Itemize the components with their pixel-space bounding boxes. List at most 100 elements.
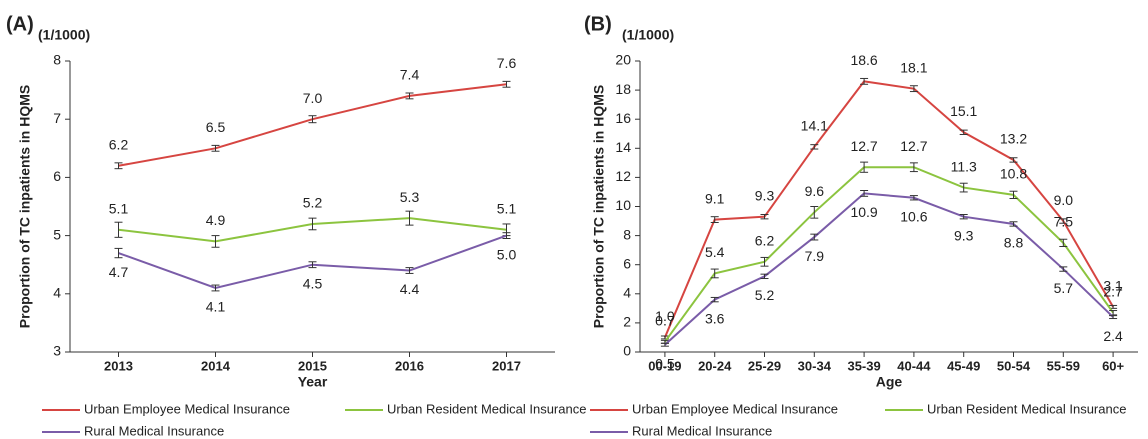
legend-label: Urban Employee Medical Insurance [84, 401, 290, 416]
x-tick-label: 45-49 [947, 358, 980, 373]
legend-label: Rural Medical Insurance [632, 423, 772, 438]
data-label: 3.6 [705, 310, 725, 326]
data-label: 2.4 [1103, 328, 1123, 344]
error-bar [1009, 157, 1018, 163]
error-bar [860, 77, 869, 85]
error-bar [710, 268, 719, 279]
error-bar [760, 273, 769, 280]
data-label: 14.1 [801, 118, 828, 134]
data-label: 12.7 [850, 138, 877, 154]
data-label: 7.9 [805, 248, 825, 264]
data-label: 0.7 [655, 313, 675, 329]
data-label: 4.1 [206, 299, 226, 315]
x-axis-label: Year [298, 374, 328, 390]
data-label: 11.3 [951, 158, 977, 174]
error-bar [909, 85, 918, 93]
error-bar [114, 247, 123, 259]
data-label: 7.0 [303, 90, 323, 106]
x-tick-label: 60+ [1102, 358, 1124, 373]
unit-label: (1/1000) [622, 27, 674, 43]
x-tick-label: 2014 [201, 358, 231, 373]
data-label: 5.0 [497, 246, 517, 262]
data-label: 4.9 [206, 212, 226, 228]
y-tick-label: 7 [53, 110, 61, 126]
x-axis-label: Age [876, 374, 903, 390]
y-tick-label: 3 [53, 343, 61, 359]
data-label: 18.1 [900, 59, 927, 75]
data-label: 6.2 [109, 136, 129, 152]
error-bar [114, 221, 123, 238]
data-label: 9.3 [954, 227, 974, 243]
y-axis-label: Proportion of TC inpatients in HQMS [591, 85, 607, 328]
series-line [664, 192, 1114, 346]
error-bar [959, 214, 968, 220]
error-bar [710, 216, 719, 224]
x-tick-label: 40-44 [897, 358, 931, 373]
data-label: 3.1 [1103, 278, 1123, 294]
data-label: 10.8 [1000, 166, 1027, 182]
data-label: 13.2 [1000, 131, 1027, 147]
data-label: 6.2 [755, 232, 775, 248]
data-label: 2.7 [1103, 283, 1123, 299]
error-bar [810, 206, 819, 219]
error-bar [502, 80, 511, 88]
error-bar [405, 210, 414, 226]
data-label: 5.2 [303, 195, 323, 211]
x-tick-label: 25-29 [748, 358, 781, 373]
data-label: 5.1 [497, 200, 517, 216]
y-tick-label: 4 [53, 285, 61, 301]
data-label: 0.5 [655, 355, 675, 371]
data-label: 1.0 [655, 308, 675, 324]
error-bar [211, 284, 220, 292]
x-tick-label: 2013 [104, 358, 133, 373]
data-label: 15.1 [950, 103, 977, 119]
data-label: 4.5 [303, 275, 323, 291]
error-bar [909, 162, 918, 173]
error-bar [660, 342, 669, 347]
data-label: 7.5 [1054, 214, 1074, 230]
y-tick-label: 0 [623, 343, 631, 359]
data-label: 8.8 [1004, 235, 1024, 251]
error-bar [1109, 315, 1118, 320]
y-tick-label: 6 [623, 255, 631, 271]
error-bar [1009, 190, 1018, 199]
x-tick-label: 2017 [492, 358, 521, 373]
x-tick-label: 50-54 [997, 358, 1031, 373]
data-label: 10.9 [850, 204, 877, 220]
error-bar [909, 195, 918, 201]
error-bar [308, 261, 317, 269]
data-label: 7.4 [400, 67, 420, 83]
error-bar [502, 232, 511, 240]
data-label: 4.7 [109, 264, 129, 280]
data-label: 9.3 [755, 187, 775, 203]
y-tick-label: 6 [53, 168, 61, 184]
error-bar [959, 129, 968, 135]
error-bar [308, 115, 317, 124]
error-bar [405, 92, 414, 100]
y-tick-label: 8 [53, 52, 61, 68]
legend-label: Urban Resident Medical Insurance [387, 401, 586, 416]
x-tick-label: 00-19 [648, 358, 681, 373]
data-label: 10.6 [900, 208, 927, 224]
data-label: 12.7 [900, 138, 927, 154]
error-bar [405, 267, 414, 274]
panel-label: (A) [6, 13, 34, 35]
y-tick-label: 10 [615, 197, 631, 213]
y-tick-label: 18 [615, 81, 631, 97]
x-tick-label: 35-39 [847, 358, 880, 373]
y-tick-label: 2 [623, 314, 631, 330]
legend-label: Urban Employee Medical Insurance [632, 401, 838, 416]
error-bar [959, 182, 968, 193]
y-tick-label: 4 [623, 285, 631, 301]
error-bar [1009, 221, 1018, 227]
error-bar [760, 256, 769, 267]
y-tick-label: 8 [623, 226, 631, 242]
y-axis-label: Proportion of TC inpatients in HQMS [17, 85, 33, 328]
x-tick-label: 30-34 [798, 358, 832, 373]
error-bar [211, 144, 220, 152]
legend-label: Urban Resident Medical Insurance [927, 401, 1126, 416]
data-label: 9.0 [1054, 192, 1074, 208]
data-label: 9.6 [805, 183, 825, 199]
chart-panel: (B) (1/1000) Proportion of TC inpatients i… [584, 13, 1138, 438]
